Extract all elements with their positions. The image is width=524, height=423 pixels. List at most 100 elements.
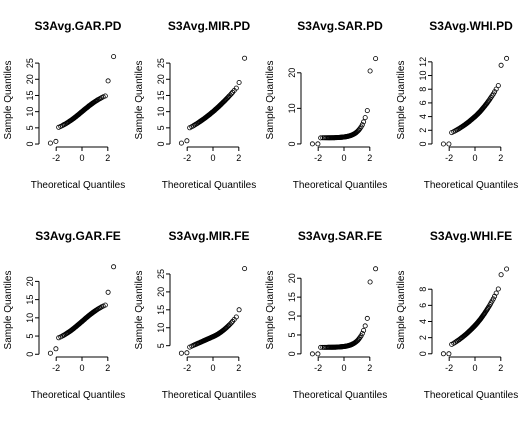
x-tick-label: 0	[472, 153, 477, 163]
x-tick-label: -2	[183, 153, 191, 163]
x-tick-label: 2	[236, 153, 241, 163]
x-tick-label: 2	[236, 363, 241, 373]
y-axis-label: Sample Quantiles	[396, 61, 407, 140]
panel-title: S3Avg.WHI.PD	[429, 19, 513, 33]
data-point	[112, 265, 116, 269]
data-point	[365, 109, 369, 113]
panel-title: S3Avg.GAR.PD	[35, 19, 122, 33]
x-tick-label: 0	[79, 363, 84, 373]
y-tick-label: 20	[25, 74, 35, 84]
y-tick-label: 20	[156, 74, 166, 84]
data-point	[316, 352, 320, 356]
y-tick-label: 10	[287, 311, 297, 321]
data-point	[447, 352, 451, 356]
x-axis-label: Theoretical Quantiles	[162, 180, 257, 191]
y-tick-label: 20	[25, 276, 35, 286]
y-tick-label: 0	[418, 141, 428, 146]
data-point	[363, 116, 367, 120]
x-tick-label: -2	[314, 153, 322, 163]
x-tick-label: -2	[445, 153, 453, 163]
y-tick-label: 0	[25, 142, 35, 147]
y-tick-label: 20	[287, 273, 297, 283]
x-axis-label: Theoretical Quantiles	[424, 390, 519, 401]
data-point	[54, 139, 58, 143]
x-axis-label: Theoretical Quantiles	[31, 180, 126, 191]
y-axis-label: Sample Quantiles	[134, 61, 145, 140]
y-tick-label: 0	[287, 141, 297, 146]
x-axis-label: Theoretical Quantiles	[162, 390, 257, 401]
panel-title: S3Avg.SAR.PD	[297, 19, 383, 33]
data-point	[243, 56, 247, 60]
data-point	[505, 267, 509, 271]
y-axis-label: Sample Quantiles	[3, 61, 14, 140]
data-point	[106, 290, 110, 294]
data-point	[185, 139, 189, 143]
y-tick-label: 10	[156, 323, 166, 333]
qq-panel: S3Avg.MIR.FE-2 0 2510152025Theoretical Qua…	[134, 229, 256, 401]
data-point	[237, 308, 241, 312]
panel-title: S3Avg.GAR.FE	[35, 229, 121, 243]
x-tick-label: 2	[498, 153, 503, 163]
qq-panel: S3Avg.GAR.FE-2 0 205101520Theoretical Quan…	[3, 229, 125, 401]
y-tick-label: 8	[418, 87, 428, 92]
y-tick-label: 0	[25, 352, 35, 357]
y-axis-label: Sample Quantiles	[265, 271, 276, 350]
data-point	[316, 142, 320, 146]
y-tick-label: 0	[418, 351, 428, 356]
y-tick-label: 15	[25, 90, 35, 100]
y-tick-label: 10	[25, 313, 35, 323]
y-tick-label: 0	[156, 142, 166, 147]
y-axis-label: Sample Quantiles	[3, 271, 14, 350]
y-tick-label: 15	[156, 90, 166, 100]
y-axis-label: Sample Quantiles	[396, 271, 407, 350]
y-tick-label: 15	[156, 305, 166, 315]
y-tick-label: 25	[25, 58, 35, 68]
x-tick-label: 2	[367, 363, 372, 373]
y-tick-label: 0	[287, 351, 297, 356]
data-point	[368, 69, 372, 73]
data-point	[499, 63, 503, 67]
panel-title: S3Avg.WHI.FE	[430, 229, 512, 243]
data-point	[106, 79, 110, 83]
y-tick-label: 10	[156, 107, 166, 117]
x-tick-label: -2	[52, 153, 60, 163]
data-point	[441, 142, 445, 146]
x-tick-label: 0	[341, 153, 346, 163]
y-tick-label: 10	[25, 107, 35, 117]
y-tick-label: 20	[156, 287, 166, 297]
data-point	[365, 316, 369, 320]
x-axis-label: Theoretical Quantiles	[31, 390, 126, 401]
x-tick-label: -2	[183, 363, 191, 373]
data-point	[496, 84, 500, 88]
x-axis-label: Theoretical Quantiles	[424, 180, 519, 191]
x-tick-label: -2	[314, 363, 322, 373]
y-tick-label: 10	[418, 71, 428, 81]
y-tick-label: 5	[287, 332, 297, 337]
data-point	[112, 55, 116, 59]
data-point	[48, 351, 52, 355]
x-tick-label: 0	[210, 153, 215, 163]
data-point	[185, 351, 189, 355]
y-tick-label: 5	[156, 343, 166, 348]
y-tick-label: 6	[418, 303, 428, 308]
data-point	[441, 352, 445, 356]
data-point	[54, 347, 58, 351]
y-tick-label: 2	[418, 128, 428, 133]
data-point	[48, 141, 52, 145]
data-point	[363, 324, 367, 328]
x-tick-label: 2	[105, 153, 110, 163]
qq-panel: S3Avg.WHI.PD -2 0 2 0 2 4 6 8 10 12 Theoretical Qua…	[396, 19, 518, 191]
y-tick-label: 5	[25, 334, 35, 339]
x-tick-label: 0	[472, 363, 477, 373]
x-tick-label: 0	[79, 153, 84, 163]
x-axis-label: Theoretical Quantiles	[293, 390, 388, 401]
data-point	[310, 142, 314, 146]
x-tick-label: 2	[367, 153, 372, 163]
y-tick-label: 5	[156, 125, 166, 130]
y-tick-label: 10	[287, 103, 297, 113]
data-point	[237, 80, 241, 84]
